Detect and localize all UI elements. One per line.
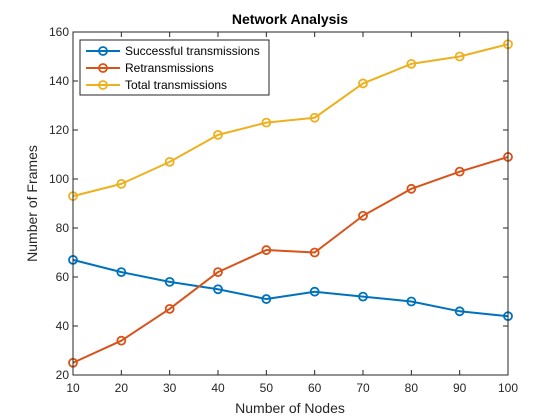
- data-point: [213, 267, 223, 278]
- chart-title: Network Analysis: [232, 11, 348, 27]
- data-point: [116, 335, 127, 346]
- x-tick-label: 70: [356, 381, 370, 395]
- y-tick-label: 60: [56, 270, 70, 284]
- data-point: [406, 58, 417, 69]
- legend-label: Total transmissions: [125, 78, 227, 92]
- x-tick-label: 100: [498, 381, 518, 395]
- data-point: [406, 183, 417, 194]
- x-tick-label: 20: [115, 381, 129, 395]
- series-line: [72, 155, 509, 364]
- plot-frame: [72, 31, 509, 376]
- data-point: [309, 286, 320, 297]
- data-point: [309, 247, 320, 258]
- x-axis-label: Number of Nodes: [235, 400, 345, 416]
- legend-marker: [98, 80, 108, 90]
- x-tick-label: 10: [66, 381, 80, 395]
- y-tick-label: 80: [56, 221, 70, 235]
- data-point: [213, 284, 223, 295]
- x-tick-label: 80: [405, 381, 419, 395]
- data-point: [358, 78, 368, 89]
- data-point: [261, 294, 272, 304]
- data-point: [116, 267, 127, 278]
- data-point: [454, 51, 465, 62]
- x-tick-label: 50: [260, 381, 274, 395]
- y-tick-label: 40: [56, 319, 70, 333]
- x-tick-label: 40: [211, 381, 225, 395]
- legend-label: Successful transmissions: [125, 44, 260, 58]
- x-tick-label: 60: [308, 381, 322, 395]
- axis-ticks: 10 20 30 40 50 60 70 80 90 1002040608010012014016…: [49, 25, 518, 395]
- data-point: [454, 166, 465, 177]
- data-point: [164, 156, 175, 167]
- y-tick-label: 160: [49, 25, 69, 39]
- data-point: [213, 129, 223, 140]
- y-tick-label: 140: [49, 74, 69, 88]
- y-axis-label: Number of Frames: [24, 145, 40, 262]
- series-line: [72, 258, 509, 318]
- data-point: [358, 210, 368, 221]
- y-tick-label: 20: [56, 368, 70, 382]
- x-tick-label: 90: [453, 381, 467, 395]
- legend-item: Successful transmissions: [86, 44, 260, 58]
- x-tick-label: 30: [163, 381, 177, 395]
- data-point: [358, 291, 368, 302]
- data-point: [454, 306, 465, 317]
- series-lines: [68, 39, 513, 368]
- data-point: [406, 296, 417, 307]
- legend: Successful transmissions Retransmissions T…: [79, 39, 270, 96]
- data-point: [261, 117, 272, 128]
- data-point: [309, 112, 320, 123]
- series-1: [68, 152, 513, 368]
- legend-label: Retransmissions: [125, 61, 214, 75]
- data-point: [164, 276, 175, 287]
- legend-marker: [98, 63, 108, 73]
- legend-marker: [98, 46, 108, 56]
- data-point: [164, 303, 175, 314]
- legend-item: Retransmissions: [86, 61, 214, 75]
- data-point: [261, 245, 272, 255]
- y-tick-label: 100: [49, 172, 69, 186]
- y-tick-label: 120: [49, 123, 69, 137]
- series-line: [72, 43, 509, 198]
- legend-item: Total transmissions: [86, 78, 227, 92]
- data-point: [116, 178, 127, 189]
